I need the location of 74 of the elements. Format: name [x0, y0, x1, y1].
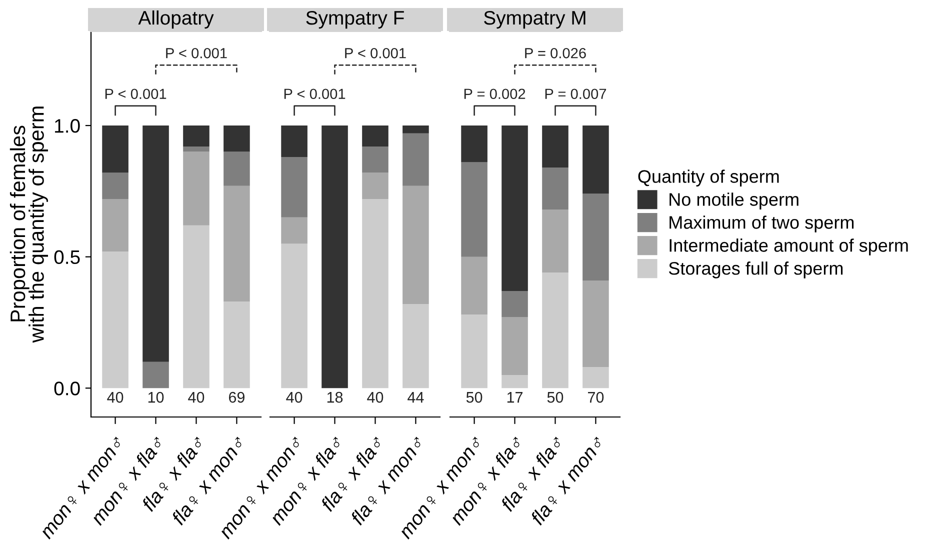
bar — [281, 244, 308, 388]
annotation: 69 — [228, 392, 244, 403]
legend-label: No motile sperm — [670, 192, 798, 210]
chart-title: Sympatry M — [484, 10, 586, 29]
annotation: P = 0.007 — [545, 88, 606, 100]
annotation: 50 — [547, 392, 564, 403]
bar — [281, 126, 308, 158]
bar — [183, 126, 210, 147]
bar — [402, 304, 429, 388]
chart-title: Sympatry F — [306, 10, 404, 29]
bar — [362, 126, 388, 147]
bar — [402, 126, 429, 134]
bar — [461, 256, 488, 315]
bar — [502, 126, 528, 291]
bar — [224, 152, 250, 186]
y-tick-label: 1.0 — [55, 119, 80, 133]
bar — [281, 157, 308, 218]
bar — [102, 199, 128, 252]
annotation: P < 0.001 — [166, 48, 227, 58]
annotation: 17 — [507, 392, 522, 403]
bar — [402, 133, 429, 186]
bar — [502, 317, 528, 375]
bar — [183, 225, 210, 388]
legend-label: Maximum of two sperm — [670, 216, 854, 232]
annotation: 70 — [588, 392, 604, 403]
bar — [362, 199, 388, 388]
bar — [322, 126, 348, 388]
bar — [542, 168, 568, 210]
bar — [582, 126, 609, 194]
bar — [461, 314, 488, 388]
bar — [362, 172, 388, 200]
y-axis-title: Proportion of females with the quantity of sperm — [10, 106, 48, 343]
bar — [102, 172, 128, 200]
annotation: 10 — [148, 392, 164, 403]
bar — [582, 280, 609, 368]
y-tick-label: 0.0 — [54, 382, 80, 396]
bar — [183, 146, 210, 152]
annotation: 50 — [466, 392, 482, 403]
annotation: P = 0.026 — [525, 48, 586, 58]
bar — [142, 126, 169, 362]
bar — [502, 374, 528, 388]
annotation: 40 — [107, 392, 124, 403]
bar — [461, 162, 488, 257]
bar — [142, 362, 169, 388]
annotation: P < 0.001 — [284, 88, 346, 100]
chart-title: Allopatry — [138, 10, 214, 29]
annotation: 44 — [408, 392, 424, 403]
annotation: P < 0.001 — [105, 88, 166, 100]
bar — [461, 126, 488, 162]
annotation: 40 — [188, 392, 204, 403]
bar — [542, 126, 568, 168]
bar — [362, 146, 388, 173]
annotation: 40 — [367, 392, 384, 403]
annotation: 40 — [286, 392, 302, 403]
bar — [582, 367, 609, 388]
bar — [224, 186, 250, 302]
bar — [502, 290, 528, 318]
legend-title: Quantity of sperm — [638, 170, 779, 186]
bar — [183, 152, 210, 226]
bar — [542, 210, 568, 273]
y-tick-label: 0.5 — [54, 250, 80, 264]
bar — [281, 217, 308, 244]
bar — [224, 301, 250, 388]
annotation: P = 0.002 — [464, 88, 526, 100]
bar — [542, 272, 568, 388]
bar — [402, 186, 429, 304]
annotation: P < 0.001 — [345, 48, 406, 58]
bar — [102, 252, 128, 388]
bar — [102, 126, 128, 173]
annotation: 18 — [327, 392, 343, 403]
legend-label: Storages full of sperm — [668, 262, 843, 278]
bar — [582, 194, 609, 280]
legend-label: Intermediate amount of sperm — [670, 238, 908, 256]
bar — [224, 126, 250, 152]
